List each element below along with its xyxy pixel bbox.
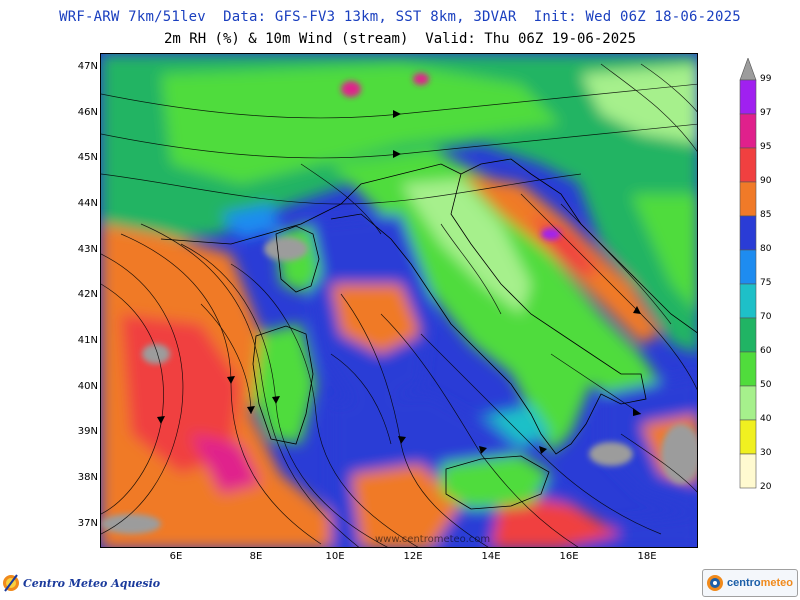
colorbar-level-label: 75 [760, 278, 772, 288]
map-title-line1: WRF-ARW 7km/51lev Data: GFS-FV3 13km, SS… [59, 9, 741, 25]
colorbar-segment [739, 249, 757, 285]
colorbar-top-cap [739, 58, 757, 81]
colorbar-segment [739, 351, 757, 387]
colorbar-level-label: 30 [760, 448, 772, 458]
logo-right-text: centrometeo [727, 577, 793, 589]
colorbar-level-label: 70 [760, 312, 772, 322]
lon-label: 16E [559, 551, 579, 562]
colorbar-segment [739, 215, 757, 251]
sun-logo-icon [3, 574, 19, 592]
lat-label: 39N [77, 426, 98, 437]
lat-label: 40N [77, 381, 98, 392]
logo-right-main: centro [727, 577, 761, 589]
colorbar-segment [739, 113, 757, 149]
colorbar-level-label: 60 [760, 346, 772, 356]
lon-label: 18E [637, 551, 657, 562]
logo-left: Centro Meteo Aquesio [2, 570, 160, 596]
colorbar-segment [739, 419, 757, 455]
lat-label: 45N [77, 152, 98, 163]
humidity-field [101, 54, 697, 547]
lat-label: 43N [77, 244, 98, 255]
lon-label: 14E [481, 551, 501, 562]
colorbar-level-label: 80 [760, 244, 772, 254]
colorbar-level-label: 99 [760, 74, 772, 84]
lon-label: 8E [249, 551, 263, 562]
colorbar-segment [739, 453, 757, 489]
colorbar-level-label: 40 [760, 414, 772, 424]
lon-label: 10E [325, 551, 345, 562]
rh-wind-map [100, 53, 698, 548]
map-title-line2: 2m RH (%) & 10m Wind (stream) Valid: Thu… [163, 31, 636, 47]
colorbar-segment [739, 283, 757, 319]
saturated-areas [101, 73, 697, 534]
colorbar-level-label: 95 [760, 142, 772, 152]
colorbar-segment [739, 79, 757, 115]
lon-label: 6E [169, 551, 183, 562]
lat-label: 37N [77, 518, 98, 529]
lat-label: 41N [77, 335, 98, 346]
lat-label: 47N [77, 61, 98, 72]
lat-label: 38N [77, 472, 98, 483]
colorbar-level-label: 90 [760, 176, 772, 186]
colorbar-segment [739, 385, 757, 421]
colorbar-level-label: 50 [760, 380, 772, 390]
colorbar-level-label: 20 [760, 482, 772, 492]
colorbar-level-label: 97 [760, 108, 772, 118]
coastlines [160, 158, 697, 510]
streamline-arrows [157, 110, 641, 454]
lon-label: 12E [403, 551, 423, 562]
logo-right: centrometeo [702, 569, 798, 597]
colorbar [739, 58, 757, 489]
logo-left-text: Centro Meteo Aquesio [23, 576, 161, 590]
lat-label: 46N [77, 107, 98, 118]
colorbar-segment [739, 317, 757, 353]
colorbar-segment [739, 181, 757, 217]
colorbar-segment [739, 147, 757, 183]
map-watermark: www.centrometeo.com [375, 534, 491, 545]
colorbar-level-label: 85 [760, 210, 772, 220]
lat-label: 42N [77, 289, 98, 300]
lat-label: 44N [77, 198, 98, 209]
globe-logo-icon [707, 575, 723, 591]
logo-right-accent: meteo [760, 577, 794, 589]
